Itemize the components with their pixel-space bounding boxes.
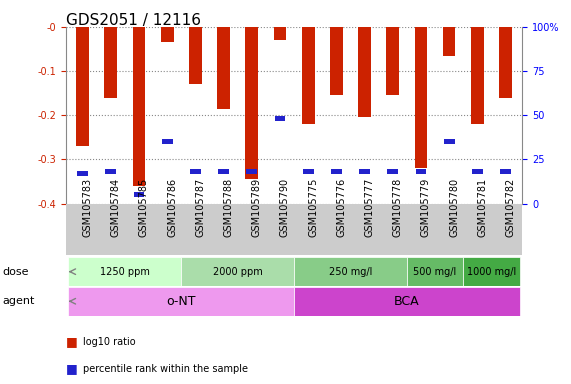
Bar [499, 27, 512, 98]
Bar [190, 169, 201, 174]
Bar [106, 169, 116, 174]
Text: GSM105780: GSM105780 [449, 178, 459, 237]
Bar [134, 192, 144, 197]
Bar [104, 27, 117, 98]
Text: GSM105778: GSM105778 [393, 178, 403, 237]
Bar [443, 27, 456, 56]
Bar [463, 257, 520, 286]
Bar [500, 169, 511, 174]
Bar [246, 27, 258, 179]
Text: GSM105783: GSM105783 [83, 178, 93, 237]
Bar [407, 257, 463, 286]
Bar [69, 287, 294, 316]
Text: GSM105790: GSM105790 [280, 178, 290, 237]
Bar [189, 27, 202, 84]
Bar [302, 27, 315, 124]
Bar [359, 169, 370, 174]
Bar [303, 169, 313, 174]
Bar [416, 169, 427, 174]
Text: 1000 mg/l: 1000 mg/l [467, 266, 516, 277]
Bar [358, 27, 371, 118]
Bar [294, 287, 520, 316]
Text: ■: ■ [66, 335, 78, 348]
Bar [181, 257, 294, 286]
Bar [472, 169, 482, 174]
Bar [330, 27, 343, 95]
Text: BCA: BCA [394, 295, 420, 308]
Text: GSM105784: GSM105784 [111, 178, 121, 237]
Text: 2000 ppm: 2000 ppm [213, 266, 263, 277]
Bar [415, 27, 427, 168]
Text: GSM105789: GSM105789 [252, 178, 262, 237]
Text: GSM105786: GSM105786 [167, 178, 177, 237]
Bar [387, 169, 398, 174]
Text: GSM105781: GSM105781 [477, 178, 488, 237]
Text: GSM105777: GSM105777 [364, 178, 375, 237]
Text: 1250 ppm: 1250 ppm [100, 266, 150, 277]
Text: GSM105788: GSM105788 [224, 178, 234, 237]
Bar [387, 27, 399, 95]
Bar [444, 139, 455, 144]
Bar [294, 257, 407, 286]
Bar [77, 27, 89, 146]
Text: GSM105776: GSM105776 [336, 178, 347, 237]
Text: GSM105775: GSM105775 [308, 178, 318, 237]
Bar [162, 139, 172, 144]
Text: log10 ratio: log10 ratio [83, 337, 135, 347]
Text: dose: dose [3, 266, 29, 277]
Text: GDS2051 / 12116: GDS2051 / 12116 [66, 13, 200, 28]
Bar [161, 27, 174, 42]
Bar [132, 27, 146, 186]
Bar [275, 116, 286, 121]
Text: GSM105787: GSM105787 [195, 178, 206, 237]
Text: percentile rank within the sample: percentile rank within the sample [83, 364, 248, 374]
Bar [471, 27, 484, 124]
Text: GSM105782: GSM105782 [505, 178, 516, 237]
Text: o-NT: o-NT [167, 295, 196, 308]
Text: GSM105779: GSM105779 [421, 178, 431, 237]
Text: ■: ■ [66, 362, 78, 375]
Bar [77, 171, 88, 176]
Text: 250 mg/l: 250 mg/l [329, 266, 372, 277]
Bar [274, 27, 286, 40]
Text: 500 mg/l: 500 mg/l [413, 266, 457, 277]
Bar [331, 169, 341, 174]
Bar [247, 169, 257, 174]
Bar [218, 169, 229, 174]
Text: GSM105785: GSM105785 [139, 178, 149, 237]
Bar [69, 257, 181, 286]
Bar [217, 27, 230, 109]
Text: agent: agent [3, 296, 35, 306]
